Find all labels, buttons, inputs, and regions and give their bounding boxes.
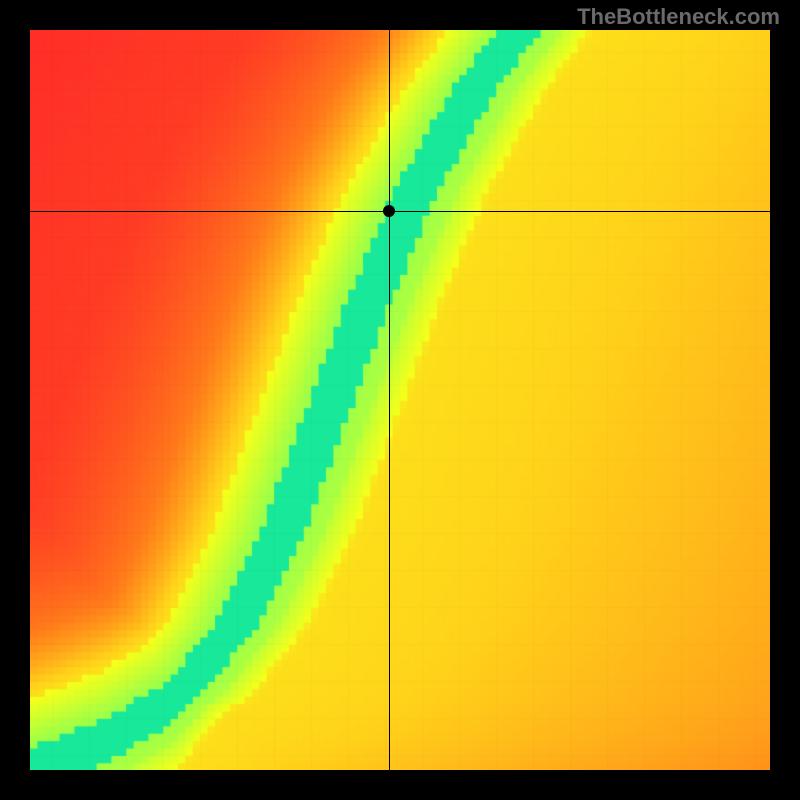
plot-area [30, 30, 770, 770]
figure-container: TheBottleneck.com [0, 0, 800, 800]
heatmap-canvas [30, 30, 770, 770]
crosshair-horizontal [30, 211, 770, 212]
watermark-text: TheBottleneck.com [577, 4, 780, 30]
crosshair-vertical [389, 30, 390, 770]
crosshair-marker [383, 205, 395, 217]
